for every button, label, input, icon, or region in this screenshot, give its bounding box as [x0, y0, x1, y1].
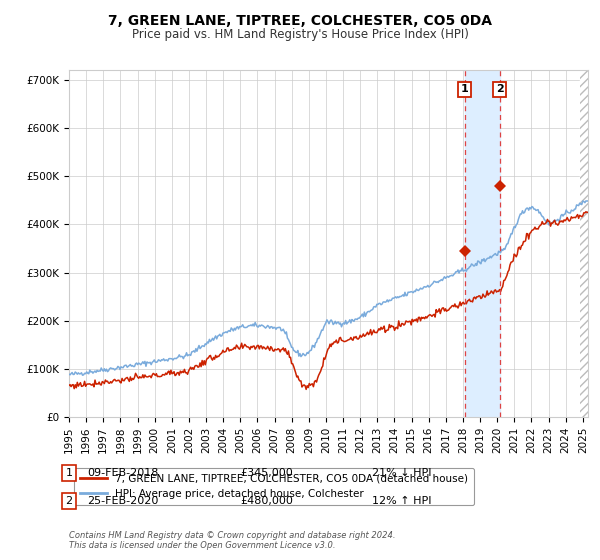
Bar — [580, 70, 588, 417]
Text: 25-FEB-2020: 25-FEB-2020 — [87, 496, 158, 506]
Text: Price paid vs. HM Land Registry's House Price Index (HPI): Price paid vs. HM Land Registry's House … — [131, 28, 469, 41]
Text: 2: 2 — [65, 496, 73, 506]
Legend: 7, GREEN LANE, TIPTREE, COLCHESTER, CO5 0DA (detached house), HPI: Average price: 7, GREEN LANE, TIPTREE, COLCHESTER, CO5 … — [74, 468, 474, 505]
Text: £345,000: £345,000 — [240, 468, 293, 478]
Text: 7, GREEN LANE, TIPTREE, COLCHESTER, CO5 0DA: 7, GREEN LANE, TIPTREE, COLCHESTER, CO5 … — [108, 14, 492, 28]
Text: 12% ↑ HPI: 12% ↑ HPI — [372, 496, 431, 506]
Text: 21% ↓ HPI: 21% ↓ HPI — [372, 468, 431, 478]
Text: 2: 2 — [496, 85, 503, 94]
Text: Contains HM Land Registry data © Crown copyright and database right 2024.
This d: Contains HM Land Registry data © Crown c… — [69, 530, 395, 550]
Text: 09-FEB-2018: 09-FEB-2018 — [87, 468, 158, 478]
Text: 1: 1 — [65, 468, 73, 478]
Text: 1: 1 — [461, 85, 469, 94]
Text: £480,000: £480,000 — [240, 496, 293, 506]
Bar — [580, 70, 588, 417]
Bar — [465, 70, 500, 417]
